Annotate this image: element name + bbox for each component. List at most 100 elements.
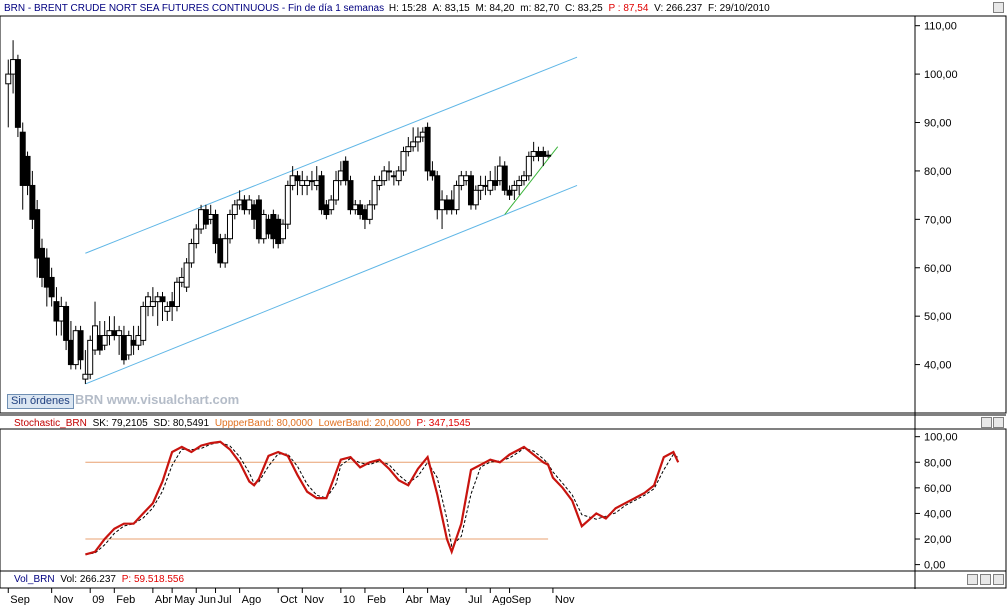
candle-body — [496, 165, 503, 182]
candle-body — [178, 276, 185, 283]
x-axis-label: May — [430, 594, 451, 605]
candle-body — [43, 257, 50, 288]
vol-pane-maximize-button[interactable] — [980, 574, 991, 585]
candle-body — [323, 204, 330, 216]
candle-body — [275, 218, 282, 245]
stoch-lower: LowerBand: 20,0000 — [318, 418, 411, 429]
channel-line — [85, 184, 578, 385]
candle-body — [77, 330, 84, 361]
header-a: A: 83,15 — [432, 3, 470, 14]
candle-body — [530, 151, 537, 157]
vol-pane-restore-button[interactable] — [967, 574, 978, 585]
candle-body — [501, 165, 508, 191]
candle-body — [48, 276, 55, 298]
vol-header: Vol_BRN Vol: 266.237 P: 59.518.556 — [14, 574, 184, 586]
x-axis-label: Feb — [116, 594, 135, 605]
x-axis-label: Jul — [218, 594, 232, 605]
candle-body — [400, 151, 407, 172]
sin-ordenes-button[interactable]: Sin órdenes — [7, 394, 74, 409]
candle-body — [357, 204, 364, 216]
candle-body — [212, 214, 219, 245]
stoch-y-tick-label: 0,00 — [924, 560, 945, 572]
stoch-y-tick-label: 20,00 — [924, 534, 952, 546]
price-y-tick-label: 80,00 — [924, 166, 952, 178]
vol-name: Vol_BRN — [14, 574, 55, 585]
stoch-y-tick-label: 100,00 — [924, 432, 958, 444]
stoch-name: Stochastic_BRN — [14, 418, 87, 429]
channel-line — [85, 56, 578, 254]
stoch-sd: SD: 80,5491 — [153, 418, 210, 429]
vol-pane-close-button[interactable] — [993, 574, 1004, 585]
candle-body — [246, 199, 253, 211]
candle-body — [434, 175, 441, 211]
candle-body — [140, 305, 147, 341]
x-axis-label: Ago — [242, 594, 262, 605]
stoch-y-tick-label: 60,00 — [924, 483, 952, 495]
header-h: H: 15:28 — [388, 3, 427, 14]
price-pane-border — [0, 15, 1007, 414]
candle-body — [217, 238, 224, 264]
x-axis-label: Feb — [367, 594, 386, 605]
candle-body — [183, 262, 190, 288]
candle-body — [439, 199, 446, 211]
candle-body — [106, 330, 113, 337]
sd-line — [85, 441, 679, 555]
candle-body — [154, 296, 161, 303]
candle-body — [304, 180, 311, 186]
price-y-tick-label: 100,00 — [924, 69, 958, 81]
candle-body — [299, 180, 306, 186]
candle-body — [280, 223, 287, 240]
candle-body — [429, 170, 436, 177]
header-mm: m: 82,70 — [520, 3, 560, 14]
candle-body — [236, 199, 243, 206]
x-axis-label: Ago — [492, 594, 512, 605]
candle-body — [448, 199, 455, 211]
candle-body — [313, 180, 320, 186]
candle-body — [241, 199, 248, 211]
candle-body — [361, 209, 368, 220]
candle-body — [289, 175, 296, 186]
candle-body — [458, 175, 465, 186]
candle-body — [67, 339, 74, 366]
candle-body — [63, 305, 70, 341]
header-title: BRENT CRUDE NORT SEA FUTURES CONTINUOUS — [34, 3, 280, 14]
price-y-tick-label: 110,00 — [924, 21, 957, 33]
candle-body — [386, 170, 393, 173]
candle-body — [149, 301, 156, 307]
candle-body — [443, 199, 450, 211]
candle-body — [255, 199, 262, 240]
candle-body — [366, 204, 373, 220]
x-axis-label: Abr — [406, 594, 423, 605]
candle-body — [545, 154, 552, 157]
candle-body — [24, 155, 31, 186]
candle-body — [535, 151, 542, 157]
candle-body — [226, 214, 233, 240]
candle-body — [125, 335, 132, 356]
candle-body — [207, 214, 214, 220]
candle-body — [53, 301, 60, 322]
x-axis-label: Jun — [198, 594, 216, 605]
x-axis-label: Abr — [155, 594, 172, 605]
candle-body — [87, 339, 94, 375]
stoch-pane-restore-button[interactable] — [981, 417, 992, 428]
candle-body — [540, 151, 547, 157]
candle-body — [111, 330, 118, 337]
header-f: F: 29/10/2010 — [707, 3, 770, 14]
candle-body — [29, 184, 36, 220]
candle-body — [120, 335, 127, 361]
candle-body — [231, 204, 238, 216]
watermark: BRN www.visualchart.com — [75, 392, 240, 407]
candle-body — [318, 175, 325, 211]
candle-body — [58, 305, 65, 322]
candle-body — [92, 325, 99, 351]
header-period: Fin de día 1 semanas — [287, 3, 385, 14]
candle-body — [222, 238, 229, 264]
candle-body — [342, 160, 349, 182]
candle-body — [487, 180, 494, 191]
stoch-pane-close-button[interactable] — [993, 417, 1004, 428]
vol-pane-border — [0, 570, 1007, 589]
candle-body — [169, 301, 176, 307]
candle-body — [164, 305, 171, 312]
price-pane-close-button[interactable] — [993, 2, 1004, 13]
